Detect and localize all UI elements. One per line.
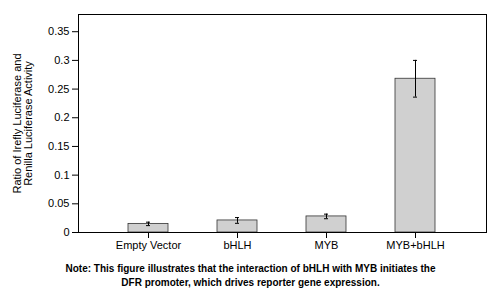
html-text:Note: This figure illustrates: Note: This figure illustrates that the i… (65, 263, 436, 274)
svg-text:0.2: 0.2 (54, 111, 69, 123)
svg-text:bHLH: bHLH (223, 239, 251, 251)
svg-text:Empty Vector: Empty Vector (116, 239, 182, 251)
svg-text:0.15: 0.15 (48, 140, 69, 152)
svg-text:0.05: 0.05 (48, 197, 69, 209)
svg-text:Ratio of Irefly Luciferase and: Ratio of Irefly Luciferase andRenilla Lu… (11, 53, 34, 193)
svg-text:0.35: 0.35 (48, 25, 69, 37)
svg-text:0.25: 0.25 (48, 83, 69, 95)
svg-text:0: 0 (63, 226, 69, 238)
html-text:DFR promoter, which drives rep: DFR promoter, which drives reporter gene… (121, 277, 380, 288)
svg-text:MYB: MYB (315, 239, 339, 251)
svg-text:0.3: 0.3 (54, 54, 69, 66)
svg-text:MYB+bHLH: MYB+bHLH (386, 239, 444, 251)
svg-text:0.1: 0.1 (54, 169, 69, 181)
